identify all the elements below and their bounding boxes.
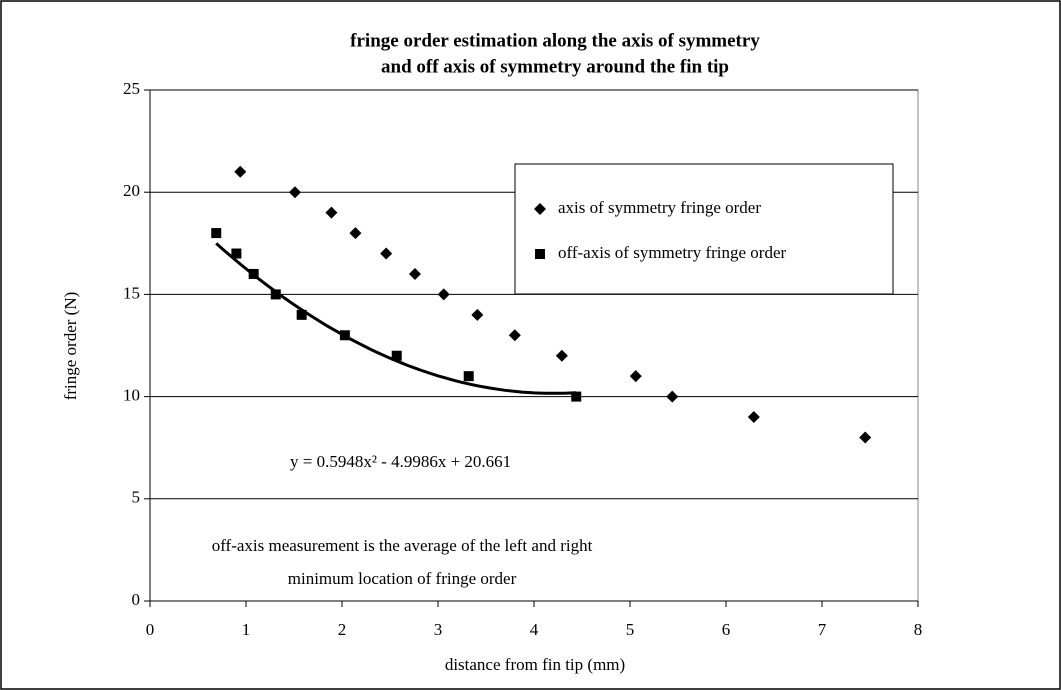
x-tick-label: 5 (626, 620, 635, 639)
data-point (380, 247, 393, 260)
data-point (231, 248, 242, 259)
data-point (666, 390, 679, 403)
data-point (408, 267, 421, 280)
legend-label: off-axis of symmetry fringe order (558, 243, 787, 262)
y-tick-label: 20 (123, 181, 140, 200)
y-tick-label: 10 (123, 386, 140, 405)
y-tick-label: 15 (123, 283, 140, 302)
data-point (859, 431, 872, 444)
data-point (270, 289, 281, 300)
x-tick-label: 6 (722, 620, 731, 639)
legend-box (514, 163, 894, 295)
legend-label: axis of symmetry fringe order (558, 198, 761, 217)
x-tick-label: 4 (530, 620, 539, 639)
data-point (325, 206, 338, 219)
y-tick-label: 0 (132, 590, 141, 609)
y-tick-label: 5 (132, 488, 141, 507)
data-point (555, 349, 568, 362)
data-point (571, 391, 582, 402)
chart-title: fringe order estimation along the axis o… (350, 30, 760, 51)
x-tick-label: 0 (146, 620, 155, 639)
y-tick-label: 25 (123, 79, 140, 98)
data-point (288, 186, 301, 199)
x-tick-label: 8 (914, 620, 923, 639)
x-tick-label: 3 (434, 620, 443, 639)
x-tick-label: 2 (338, 620, 347, 639)
data-point (629, 370, 642, 383)
data-point (248, 268, 259, 279)
data-point (391, 350, 402, 361)
trendline-equation: y = 0.5948x² - 4.9986x + 20.661 (290, 452, 511, 471)
annotation: minimum location of fringe order (288, 569, 517, 588)
data-point (437, 288, 450, 301)
annotation: off-axis measurement is the average of t… (212, 536, 593, 555)
x-tick-label: 7 (818, 620, 827, 639)
data-point (211, 228, 222, 239)
data-point (747, 411, 760, 424)
x-tick-label: 1 (242, 620, 251, 639)
x-axis-label: distance from fin tip (mm) (445, 655, 625, 674)
data-point (463, 371, 474, 382)
data-point (471, 308, 484, 321)
legend-marker (534, 203, 546, 215)
data-point (234, 165, 247, 178)
data-point (349, 227, 362, 240)
legend-marker (535, 249, 545, 259)
data-point (339, 330, 350, 341)
data-point (296, 309, 307, 320)
chart-title: and off axis of symmetry around the fin … (381, 56, 729, 77)
y-axis-label: fringe order (N) (61, 292, 80, 401)
data-point (508, 329, 521, 342)
